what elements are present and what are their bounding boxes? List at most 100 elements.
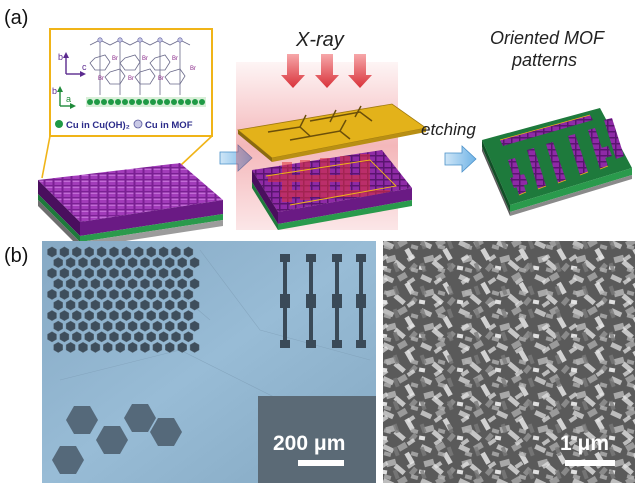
hexagon-cell bbox=[103, 320, 113, 332]
hexagon-cell bbox=[189, 278, 200, 290]
hexagon-cell bbox=[115, 257, 125, 269]
etching-label: etching bbox=[421, 120, 476, 139]
axis-b2-label: b bbox=[52, 86, 57, 96]
hexagon-cell bbox=[165, 341, 175, 353]
hexagon-cell bbox=[140, 299, 150, 311]
electrode-pad bbox=[332, 300, 342, 308]
hexagon-cell bbox=[115, 320, 125, 332]
hexagon-cell bbox=[59, 310, 70, 322]
hexagon-cell bbox=[134, 288, 144, 300]
hexagon-cell bbox=[165, 278, 175, 290]
electrode-pad bbox=[332, 340, 342, 348]
hexagon-cell bbox=[127, 341, 138, 353]
cu-hydroxide-layer bbox=[86, 97, 206, 107]
electrode-pad bbox=[356, 300, 366, 308]
electrode-pad bbox=[356, 254, 366, 262]
axis-b-label: b bbox=[58, 52, 63, 62]
electrode-stem bbox=[359, 262, 363, 294]
hexagon-cell bbox=[152, 320, 163, 332]
electrode-pad bbox=[306, 294, 316, 302]
hexagon-cell bbox=[53, 278, 63, 290]
inset-legend: Cu in Cu(OH)₂ Cu in MOF bbox=[55, 119, 193, 131]
mof-pattern-bars bbox=[499, 114, 624, 196]
hexagon-cell bbox=[78, 299, 88, 311]
hexagon-cell bbox=[84, 288, 94, 300]
hexagon-cell bbox=[47, 288, 57, 300]
hexagon-cell bbox=[158, 331, 169, 343]
axis-c-label: c bbox=[82, 62, 87, 72]
axis-a-label: a bbox=[66, 94, 71, 104]
hexagon-cell bbox=[177, 299, 187, 311]
hexagon-cell bbox=[177, 257, 187, 269]
hexagon-cell bbox=[121, 331, 132, 343]
hexagon-cell bbox=[134, 310, 144, 322]
electrode-pad bbox=[332, 254, 342, 262]
hexagon-cell bbox=[171, 288, 181, 300]
result-patterns-block bbox=[482, 108, 632, 216]
hexagon-cell bbox=[140, 341, 150, 353]
hexagon-cell bbox=[84, 246, 94, 258]
hexagon-cell bbox=[59, 267, 70, 279]
hexagon-cell bbox=[121, 310, 132, 322]
hexagon-cell bbox=[127, 257, 138, 269]
hexagon-cell bbox=[65, 257, 76, 269]
electrode-stem bbox=[309, 262, 313, 294]
svg-text:Br: Br bbox=[190, 66, 196, 72]
hexagon-cell bbox=[59, 288, 70, 300]
xray-arrows bbox=[281, 54, 372, 88]
dark-region bbox=[258, 396, 376, 483]
electrode-stem bbox=[283, 308, 287, 340]
br-labels: Br Br Br Br Br Br Br bbox=[98, 56, 196, 82]
mof-film-block bbox=[38, 163, 223, 248]
hexagon-cell bbox=[177, 320, 187, 332]
electrode-pad bbox=[280, 340, 290, 348]
inset-structure-box: Br Br Br Br Br Br Br bbox=[49, 28, 213, 137]
hexagon-cell bbox=[96, 331, 107, 343]
hexagon-cell bbox=[78, 257, 88, 269]
right-scale-text: 1 μm bbox=[560, 432, 609, 455]
hexagon-cell bbox=[127, 278, 138, 290]
hexagon-cell bbox=[65, 278, 76, 290]
panel-a-label: (a) bbox=[4, 7, 28, 29]
hexagon-cell bbox=[65, 299, 76, 311]
hexagon-cell bbox=[103, 257, 113, 269]
electrode-stem bbox=[335, 262, 339, 294]
hexagon-cell bbox=[165, 320, 175, 332]
hexagon-cell bbox=[96, 288, 107, 300]
hexagon-cell bbox=[96, 310, 107, 322]
exposed-film bbox=[252, 150, 412, 230]
hexagon-cell bbox=[90, 278, 101, 290]
hexagon-cell bbox=[189, 320, 200, 332]
hexagon-cell bbox=[121, 267, 132, 279]
hexagon-cell bbox=[78, 341, 88, 353]
hexagon-cell bbox=[127, 299, 138, 311]
right-scale-bar: 1 μm bbox=[560, 432, 615, 466]
electrode-stem bbox=[309, 308, 313, 340]
hexagon-cell bbox=[72, 288, 82, 300]
hexagon-cell bbox=[140, 278, 150, 290]
electrode-stem bbox=[359, 308, 363, 340]
hexagon-cell bbox=[53, 257, 63, 269]
hexagon-cell bbox=[152, 299, 163, 311]
hexagon-cell bbox=[165, 257, 175, 269]
result-label-line1: Oriented MOF bbox=[490, 28, 605, 48]
electrode-pad bbox=[306, 254, 316, 262]
xray-region: X-ray bbox=[236, 29, 427, 230]
hexagon-cell bbox=[146, 267, 156, 279]
hexagon-cell bbox=[53, 341, 63, 353]
panel-b: (b) bbox=[4, 241, 635, 483]
hexagon-cell bbox=[103, 299, 113, 311]
hexagon-cell bbox=[90, 257, 101, 269]
electrode-pad bbox=[280, 254, 290, 262]
hexagon-cell bbox=[158, 310, 169, 322]
electrode-pad bbox=[280, 300, 290, 308]
hexagon-cell bbox=[171, 331, 181, 343]
left-scale-bar: 200 μm bbox=[273, 432, 345, 466]
result-label-line2: patterns bbox=[511, 50, 577, 70]
hexagon-cell bbox=[90, 341, 101, 353]
hexagon-cell bbox=[140, 257, 150, 269]
hexagon-cell bbox=[171, 267, 181, 279]
hexagon-cell bbox=[90, 320, 101, 332]
hexagon-cell bbox=[121, 246, 132, 258]
hexagon-cell bbox=[189, 257, 200, 269]
